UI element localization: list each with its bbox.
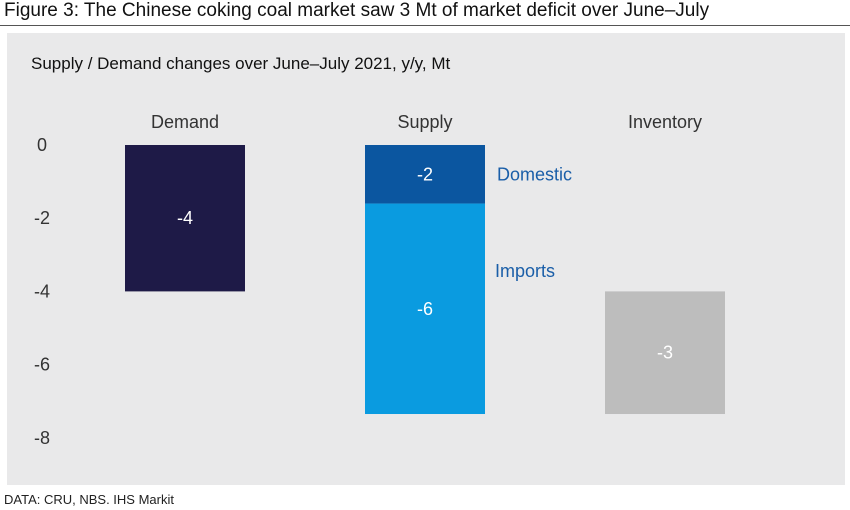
figure-title: Figure 3: The Chinese coking coal market… bbox=[4, 0, 710, 21]
y-tick-label: -4 bbox=[34, 281, 50, 301]
y-tick-label: 0 bbox=[37, 135, 47, 155]
source-note: DATA: CRU, NBS. IHS Markit bbox=[4, 492, 174, 507]
bar-supply-domestic-value-label: -2 bbox=[417, 164, 433, 184]
bar-inventory-value-label: -3 bbox=[657, 343, 673, 363]
y-tick-label: -8 bbox=[34, 428, 50, 448]
bar-demand-value-label: -4 bbox=[177, 208, 193, 228]
category-label-supply: Supply bbox=[397, 112, 452, 132]
chart-subtitle: Supply / Demand changes over June–July 2… bbox=[31, 54, 451, 73]
segment-name-domestic: Domestic bbox=[497, 164, 572, 184]
y-axis-ticks: 0 -2 -4 -6 -8 bbox=[34, 135, 50, 448]
category-label-demand: Demand bbox=[151, 112, 219, 132]
bar-supply-imports bbox=[365, 203, 485, 415]
segment-name-imports: Imports bbox=[495, 261, 555, 281]
bar-inventory bbox=[605, 291, 725, 415]
title-divider bbox=[0, 25, 850, 26]
category-labels: Demand Supply Inventory bbox=[151, 112, 702, 132]
y-tick-label: -2 bbox=[34, 208, 50, 228]
y-tick-label: -6 bbox=[34, 355, 50, 375]
bar-supply-imports-value-label: -6 bbox=[417, 299, 433, 319]
bar-supply-domestic bbox=[365, 145, 485, 204]
bars: -4 -2 Domestic -6 Imports -3 bbox=[125, 145, 725, 415]
category-label-inventory: Inventory bbox=[628, 112, 702, 132]
bar-demand bbox=[125, 145, 245, 292]
